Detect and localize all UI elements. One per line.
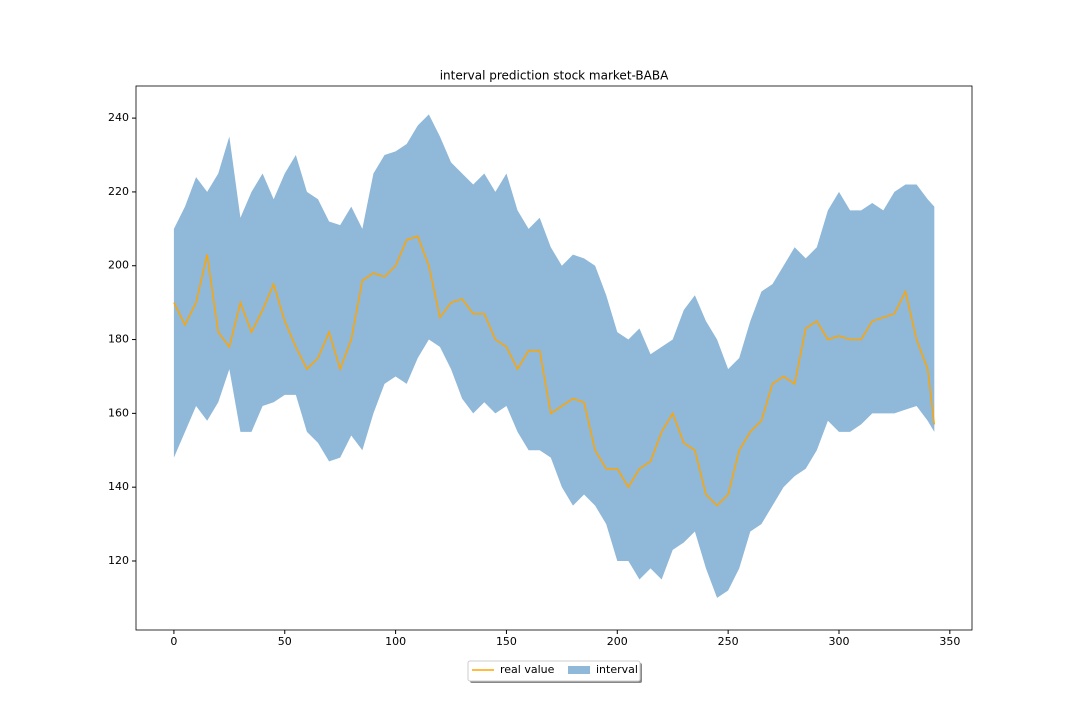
chart-title: interval prediction stock market-BABA [440,69,669,83]
y-tick-label: 140 [108,480,129,493]
y-tick-label: 240 [108,111,129,124]
y-tick-label: 180 [108,333,129,346]
y-tick-label: 200 [108,259,129,272]
x-tick-label: 0 [170,635,177,648]
x-tick-label: 300 [828,635,849,648]
legend-label: interval [596,663,638,676]
real-value-line [173,235,936,507]
plot-frame [135,85,973,631]
legend-box [467,660,641,682]
x-tick-label: 350 [939,635,960,648]
x-tick-label: 50 [278,635,292,648]
y-tick-label: 220 [108,185,129,198]
legend-label: real value [500,663,555,676]
x-tick-label: 100 [385,635,406,648]
y-tick-label: 160 [108,406,129,419]
x-tick-label: 150 [496,635,517,648]
y-tick-label: 120 [108,554,129,567]
interval-band [173,114,935,598]
x-tick-label: 200 [607,635,628,648]
legend-swatch [568,666,590,674]
x-tick-label: 250 [718,635,739,648]
